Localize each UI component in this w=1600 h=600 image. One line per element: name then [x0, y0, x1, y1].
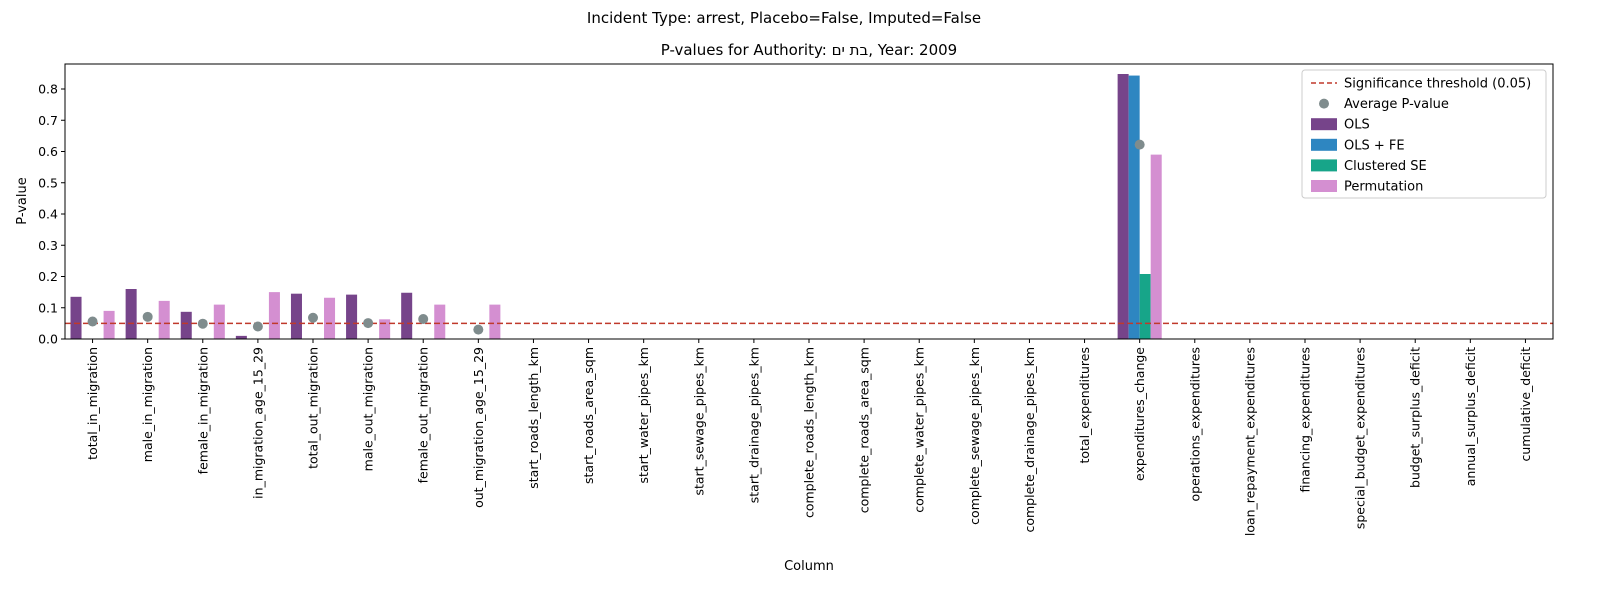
legend-label-ols: OLS — [1344, 118, 1370, 133]
y-axis: 0.0 0.1 0.2 0.3 0.4 0.5 0.6 0.7 0.8 — [38, 82, 65, 347]
average-point-male_out_migration — [363, 318, 374, 329]
bar-ols-in_migration_age_15_29 — [235, 335, 247, 339]
bar-permutation-male_out_migration — [379, 319, 391, 339]
average-point-total_in_migration — [87, 316, 98, 327]
x-tick-label: female_out_migration — [416, 347, 431, 483]
y-tick-label: 0.5 — [38, 175, 58, 190]
bar-permutation-in_migration_age_15_29 — [268, 292, 280, 339]
legend-label-significance-threshold-0-05: Significance threshold (0.05) — [1344, 77, 1531, 92]
chart-suptitle: Incident Type: arrest, Placebo=False, Im… — [587, 9, 981, 27]
x-tick-label: start_roads_area_sqm — [581, 347, 596, 484]
x-tick-label: complete_roads_area_sqm — [857, 347, 872, 513]
bar-ols-total_in_migration — [70, 296, 82, 339]
legend-swatch-ols-fe — [1311, 138, 1337, 151]
x-tick-label: special_budget_expenditures — [1353, 347, 1368, 529]
legend-label-ols-fe: OLS + FE — [1344, 138, 1405, 153]
bar-ols-male_out_migration — [346, 294, 358, 339]
bar-permutation-expenditures_change — [1150, 154, 1162, 339]
bar-ols-expenditures_change — [1117, 74, 1129, 339]
y-tick-label: 0.8 — [38, 82, 58, 97]
x-tick-label: in_migration_age_15_29 — [250, 347, 265, 499]
bar-permutation-female_out_migration — [434, 304, 446, 339]
average-point-expenditures_change — [1134, 139, 1145, 150]
legend-label-permutation: Permutation — [1344, 180, 1423, 195]
y-tick-label: 0.0 — [38, 332, 58, 347]
x-tick-label: operations_expenditures — [1187, 347, 1202, 502]
average-point-in_migration_age_15_29 — [252, 321, 263, 332]
bar-permutation-out_migration_age_15_29 — [489, 304, 501, 339]
x-tick-label: annual_surplus_deficit — [1463, 347, 1478, 486]
bar-permutation-male_in_migration — [158, 300, 170, 339]
x-tick-label: complete_drainage_pipes_km — [1022, 347, 1037, 533]
y-tick-label: 0.3 — [38, 238, 58, 253]
y-tick-label: 0.2 — [38, 269, 58, 284]
legend-swatch-clustered-se — [1311, 159, 1337, 172]
legend-swatch-permutation — [1311, 180, 1337, 192]
legend-swatch-average-p-value — [1319, 98, 1329, 109]
bar-clustered-se-expenditures_change — [1139, 274, 1151, 339]
y-tick-label: 0.6 — [38, 144, 58, 159]
bar-permutation-total_in_migration — [103, 310, 115, 339]
bar-ols-fe-expenditures_change — [1128, 75, 1140, 339]
average-point-male_in_migration — [142, 311, 153, 322]
x-tick-label: start_roads_length_km — [526, 347, 541, 489]
x-tick-label: female_in_migration — [195, 347, 210, 474]
x-tick-label: start_sewage_pipes_km — [691, 347, 706, 496]
legend-label-average-p-value: Average P-value — [1344, 97, 1449, 112]
x-tick-label: male_in_migration — [140, 347, 155, 462]
x-tick-label: out_migration_age_15_29 — [471, 347, 486, 508]
average-point-female_out_migration — [418, 314, 429, 324]
legend-box — [1301, 69, 1547, 199]
average-point-female_in_migration — [197, 318, 208, 329]
bar-ols-male_in_migration — [125, 289, 137, 339]
bar-ols-female_out_migration — [401, 292, 413, 339]
average-point-out_migration_age_15_29 — [473, 324, 484, 335]
x-tick-label: complete_water_pipes_km — [912, 347, 927, 513]
x-tick-label: financing_expenditures — [1298, 347, 1313, 493]
x-tick-label: total_out_migration — [306, 347, 321, 469]
legend-swatch-ols — [1311, 118, 1337, 131]
bar-permutation-total_out_migration — [324, 297, 336, 339]
y-tick-label: 0.7 — [38, 113, 58, 128]
y-tick-label: 0.1 — [38, 300, 58, 315]
x-tick-label: start_water_pipes_km — [636, 347, 651, 483]
bar-ols-female_in_migration — [180, 311, 192, 339]
bar-permutation-female_in_migration — [213, 304, 225, 339]
x-tick-label: budget_surplus_deficit — [1408, 347, 1423, 488]
y-tick-label: 0.4 — [38, 207, 58, 222]
x-tick-label: total_in_migration — [85, 347, 100, 460]
x-axis-label: Column — [784, 559, 834, 574]
x-tick-label: loan_repayment_expenditures — [1242, 347, 1257, 536]
y-axis-label: P-value — [15, 177, 30, 224]
x-axis: total_in_migration male_in_migration femal… — [85, 339, 1533, 536]
legend: Significance threshold (0.05) Average P-v… — [1301, 69, 1547, 199]
x-tick-label: male_out_migration — [361, 347, 376, 471]
average-point-total_out_migration — [308, 312, 318, 323]
legend-label-clustered-se: Clustered SE — [1344, 159, 1427, 174]
x-tick-label: complete_sewage_pipes_km — [967, 347, 982, 525]
x-tick-label: cumulative_deficit — [1518, 347, 1533, 462]
x-tick-label: total_expenditures — [1077, 347, 1092, 464]
chart-title: P-values for Authority: בת ים, Year: 200… — [661, 41, 957, 59]
bar-ols-total_out_migration — [290, 293, 302, 339]
x-tick-label: start_drainage_pipes_km — [746, 347, 761, 503]
x-tick-label: complete_roads_length_km — [802, 347, 817, 518]
x-tick-label: expenditures_change — [1132, 347, 1147, 481]
